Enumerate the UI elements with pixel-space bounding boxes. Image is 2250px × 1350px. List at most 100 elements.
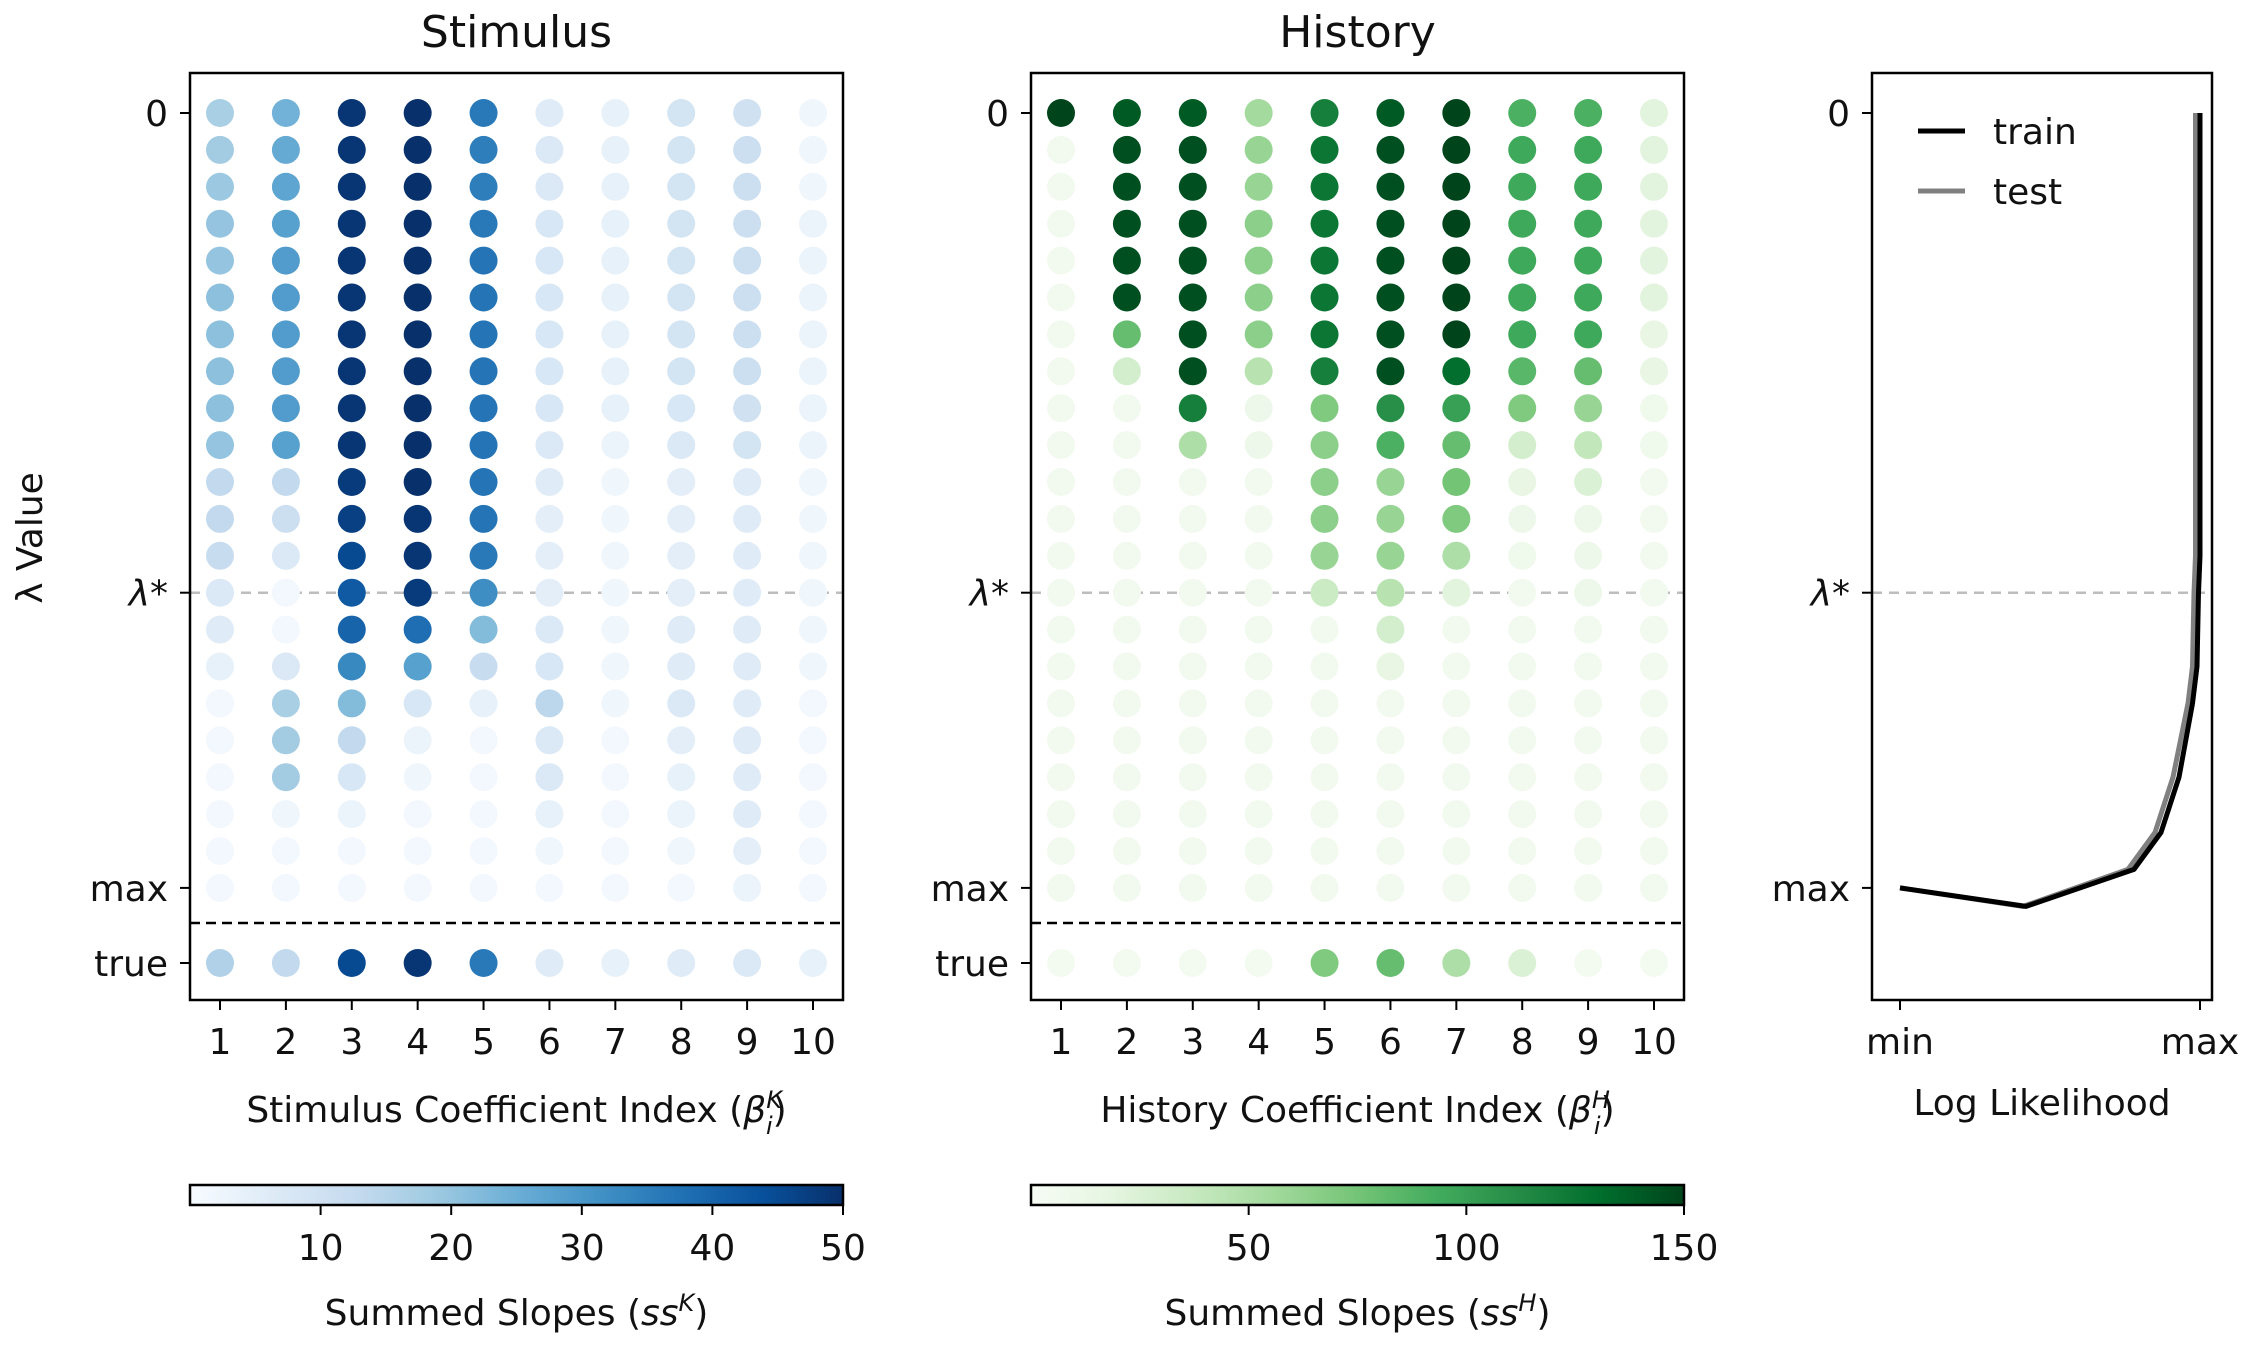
data-point	[799, 689, 827, 717]
data-point	[601, 542, 629, 570]
series-line-train	[1900, 113, 2200, 906]
data-point	[206, 689, 234, 717]
data-point	[272, 136, 300, 164]
y-tick-label: 0	[986, 94, 1009, 135]
data-point	[535, 616, 563, 644]
data-point	[667, 357, 695, 385]
data-point	[1508, 689, 1536, 717]
data-point	[1113, 874, 1141, 902]
data-point	[470, 505, 498, 533]
data-point	[1442, 689, 1470, 717]
data-point	[601, 616, 629, 644]
data-point	[1179, 800, 1207, 828]
data-point	[799, 394, 827, 422]
x-tick-label: 8	[1511, 1022, 1534, 1063]
data-point	[338, 210, 366, 238]
data-point	[1179, 653, 1207, 681]
data-point	[272, 357, 300, 385]
data-point	[1179, 763, 1207, 791]
data-point	[667, 247, 695, 275]
data-point	[338, 542, 366, 570]
data-point	[1376, 505, 1404, 533]
data-point	[667, 210, 695, 238]
x-tick-label: 1	[209, 1022, 232, 1063]
colorbar-label-superscript: H	[1518, 1289, 1536, 1317]
x-axis-label: Stimulus Coefficient Index (βK i)	[246, 1086, 786, 1140]
x-tick-label: 3	[340, 1022, 363, 1063]
data-point	[535, 689, 563, 717]
colorbar-tick-label: 150	[1650, 1228, 1719, 1269]
data-point	[733, 689, 761, 717]
data-point	[338, 505, 366, 533]
data-point	[1508, 726, 1536, 754]
x-axis-label-text: History Coefficient Index (	[1100, 1090, 1569, 1131]
data-point	[1442, 320, 1470, 348]
data-point	[470, 357, 498, 385]
data-point	[1245, 394, 1273, 422]
data-point	[338, 173, 366, 201]
data-point	[272, 579, 300, 607]
data-point	[1113, 505, 1141, 533]
data-point	[1508, 99, 1536, 127]
data-point	[1245, 579, 1273, 607]
data-point	[404, 542, 432, 570]
data-point	[1047, 357, 1075, 385]
data-point	[1508, 653, 1536, 681]
data-point	[1640, 726, 1668, 754]
data-point	[1574, 542, 1602, 570]
data-point	[272, 210, 300, 238]
data-point	[1508, 284, 1536, 312]
x-axis-label-symbol: β	[1568, 1090, 1592, 1131]
data-point	[1047, 726, 1075, 754]
data-point	[1311, 726, 1339, 754]
data-point	[1508, 394, 1536, 422]
data-point	[470, 284, 498, 312]
data-point	[1113, 210, 1141, 238]
data-point	[470, 173, 498, 201]
data-point	[1047, 874, 1075, 902]
data-point	[733, 874, 761, 902]
data-point	[535, 726, 563, 754]
colorbar-tick-label: 20	[428, 1228, 474, 1269]
data-point	[1640, 653, 1668, 681]
data-point	[272, 173, 300, 201]
data-point	[470, 837, 498, 865]
data-point	[799, 726, 827, 754]
data-point	[1442, 468, 1470, 496]
data-point	[733, 99, 761, 127]
data-point	[799, 431, 827, 459]
data-point	[470, 542, 498, 570]
data-point	[404, 284, 432, 312]
data-point	[601, 800, 629, 828]
colorbar-tick-label: 30	[559, 1228, 605, 1269]
x-tick-label: 3	[1181, 1022, 1204, 1063]
data-point	[404, 357, 432, 385]
data-point	[1311, 800, 1339, 828]
data-point	[1113, 579, 1141, 607]
data-point	[1311, 837, 1339, 865]
data-point	[404, 726, 432, 754]
data-point	[338, 320, 366, 348]
data-point	[601, 320, 629, 348]
data-point	[799, 800, 827, 828]
data-point	[1245, 800, 1273, 828]
data-point	[1245, 284, 1273, 312]
data-point	[338, 394, 366, 422]
data-point	[1640, 837, 1668, 865]
data-point	[1376, 284, 1404, 312]
panel-stimulus: Stimulus1 2 3 4 5 6 7 8 9 100λ*maxtrueStimulus Co…	[10, 7, 866, 1334]
y-axis-label: λ Value	[10, 472, 51, 604]
data-point	[1508, 542, 1536, 570]
data-point	[206, 505, 234, 533]
data-point	[1047, 616, 1075, 644]
colorbar-label-close: )	[1536, 1293, 1550, 1334]
x-axis-label-close: )	[773, 1090, 787, 1131]
colorbar-label-text: Summed Slopes (	[325, 1293, 641, 1334]
data-point	[1376, 320, 1404, 348]
data-point	[272, 320, 300, 348]
x-tick-label: 2	[274, 1022, 297, 1063]
data-point	[1376, 468, 1404, 496]
data-point	[601, 726, 629, 754]
data-point	[1508, 210, 1536, 238]
data-point	[470, 689, 498, 717]
